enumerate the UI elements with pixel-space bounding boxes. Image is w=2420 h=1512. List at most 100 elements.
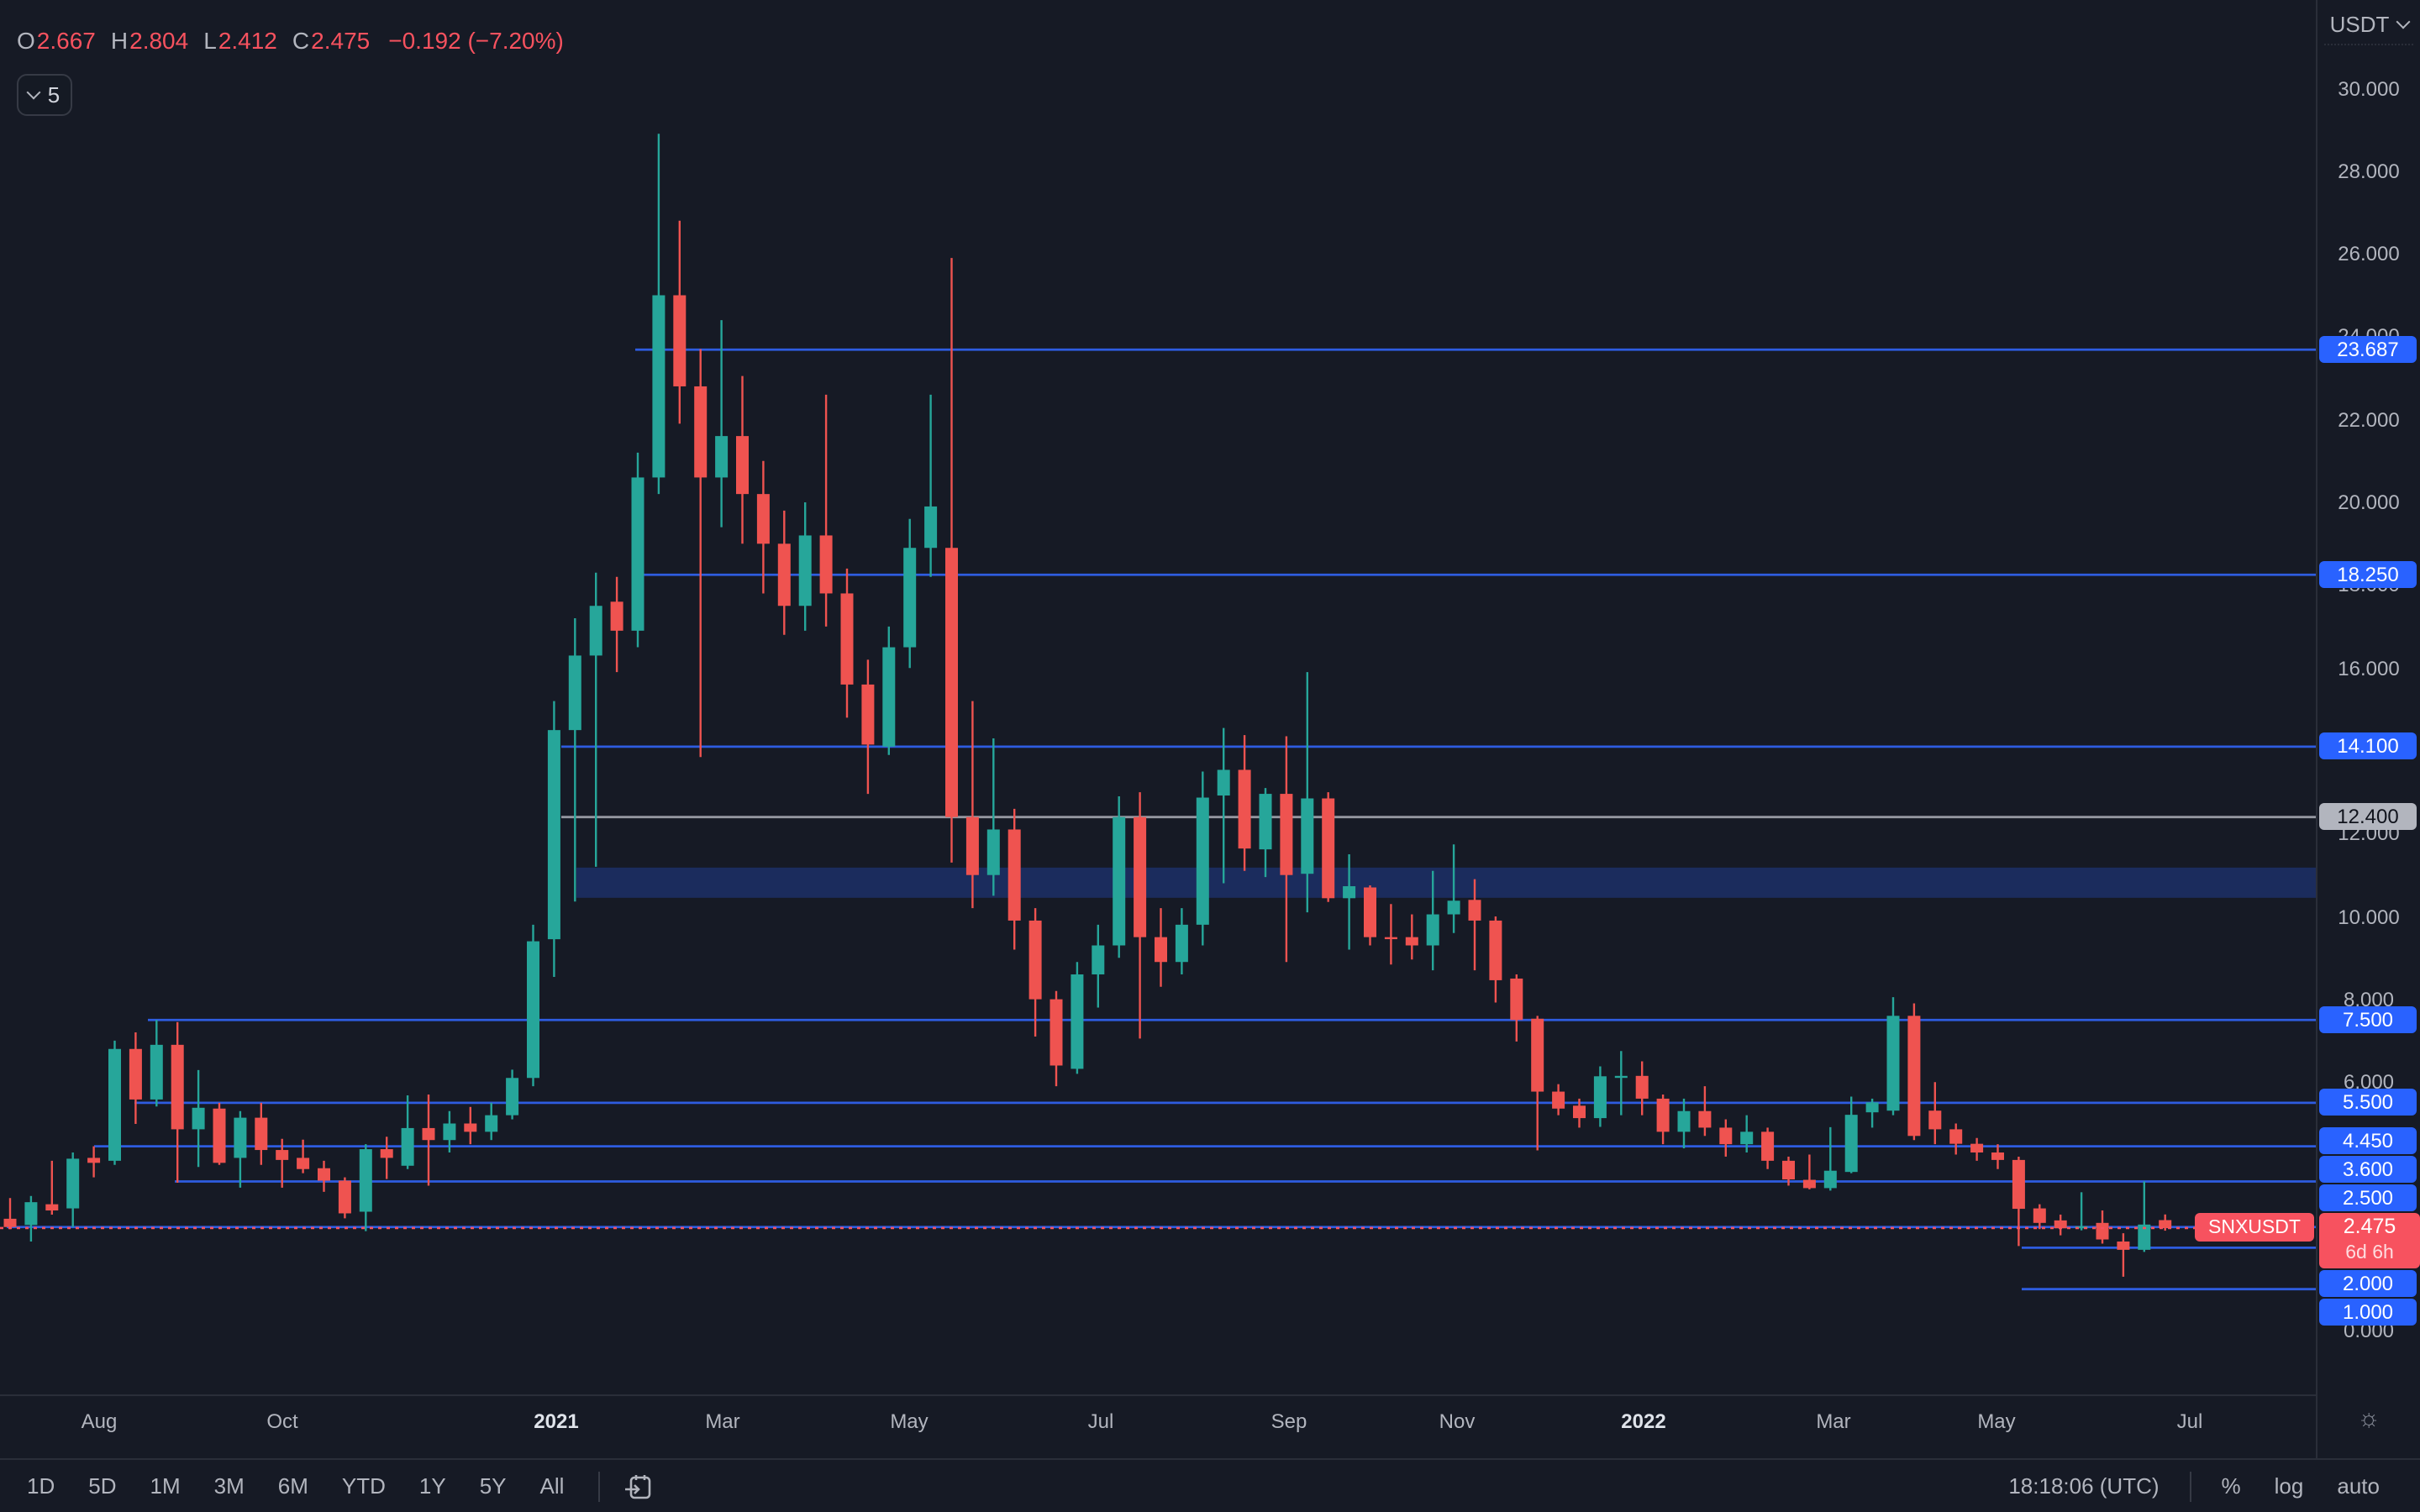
range-5y[interactable]: 5Y bbox=[479, 1473, 507, 1499]
range-5d[interactable]: 5D bbox=[88, 1473, 117, 1499]
auto-scale-toggle[interactable]: auto bbox=[2337, 1473, 2380, 1499]
level-price-chip-4.450[interactable]: 4.450 bbox=[2319, 1127, 2417, 1155]
bottom-toolbar: 1D 5D 1M 3M 6M YTD 1Y 5Y All 18:18:06 (U… bbox=[0, 1458, 2420, 1512]
price-zone-band[interactable] bbox=[576, 867, 2316, 898]
legend-open: O 2.667 bbox=[17, 27, 96, 54]
level-price-chip-18.250[interactable]: 18.250 bbox=[2319, 561, 2417, 589]
month-tick-label: Sep bbox=[1270, 1410, 1307, 1433]
candle-body bbox=[1677, 1110, 1691, 1132]
price-tick-label: 30.000 bbox=[2338, 76, 2400, 100]
candle-body bbox=[1405, 937, 1418, 946]
log-scale-toggle[interactable]: log bbox=[2274, 1473, 2304, 1499]
range-ytd[interactable]: YTD bbox=[341, 1473, 386, 1499]
level-price-chip-12.400[interactable]: 12.400 bbox=[2319, 803, 2417, 831]
range-1m[interactable]: 1M bbox=[150, 1473, 181, 1499]
settings-sun-icon[interactable]: ☼ bbox=[2357, 1404, 2381, 1433]
price-tick-label: 26.000 bbox=[2338, 242, 2400, 266]
candle-body bbox=[1740, 1131, 1754, 1145]
level-price-chip-2.500[interactable]: 2.500 bbox=[2319, 1184, 2417, 1212]
level-price-chip-7.500[interactable]: 7.500 bbox=[2319, 1006, 2417, 1034]
currency-selector[interactable]: USDT bbox=[2317, 12, 2420, 37]
candle-body bbox=[673, 295, 687, 386]
chevron-down-icon bbox=[27, 85, 42, 100]
level-price-chip-23.687[interactable]: 23.687 bbox=[2319, 336, 2417, 364]
candle-body bbox=[1928, 1110, 1942, 1130]
session-clock[interactable]: 18:18:06 (UTC) bbox=[2008, 1473, 2160, 1499]
level-price-chip-3.600[interactable]: 3.600 bbox=[2319, 1156, 2417, 1184]
price-tick-label: 22.000 bbox=[2338, 407, 2400, 432]
range-1d[interactable]: 1D bbox=[27, 1473, 55, 1499]
candle-body bbox=[798, 535, 812, 606]
candle-body bbox=[506, 1078, 519, 1116]
candle-body bbox=[87, 1158, 101, 1163]
month-tick-label: Mar bbox=[705, 1410, 740, 1433]
go-to-date-icon[interactable] bbox=[619, 1467, 656, 1504]
range-1y[interactable]: 1Y bbox=[418, 1473, 446, 1499]
candle-body bbox=[652, 295, 666, 478]
candle-body bbox=[1782, 1160, 1795, 1180]
candle-body bbox=[1426, 914, 1439, 946]
candle-body bbox=[1134, 816, 1147, 937]
price-axis[interactable]: USDT 2.475 6d 6h ☼ 30.00028.00026.00024.… bbox=[2316, 0, 2420, 1458]
candle-body bbox=[1280, 794, 1293, 875]
candle-body bbox=[1865, 1102, 1879, 1113]
month-tick-label: Jul bbox=[2176, 1410, 2203, 1433]
candle-body bbox=[150, 1044, 163, 1100]
candle-body bbox=[715, 436, 729, 478]
range-6m[interactable]: 6M bbox=[277, 1473, 308, 1499]
candle-body bbox=[861, 684, 875, 745]
legend-low: L 2.412 bbox=[203, 27, 277, 54]
interval-value: 5 bbox=[47, 82, 60, 108]
price-tick-label: 28.000 bbox=[2338, 159, 2400, 183]
candle-body bbox=[1823, 1170, 1837, 1189]
candle-body bbox=[1656, 1098, 1670, 1132]
candle-body bbox=[2096, 1222, 2109, 1240]
level-price-chip-1.000[interactable]: 1.000 bbox=[2319, 1299, 2417, 1326]
candle-body bbox=[1886, 1016, 1900, 1111]
candle-body bbox=[255, 1117, 268, 1151]
candle-body bbox=[66, 1158, 80, 1209]
axis-separator bbox=[2324, 44, 2413, 45]
candle-body bbox=[401, 1127, 414, 1166]
candle-body bbox=[1113, 816, 1126, 946]
candle-body bbox=[1698, 1110, 1712, 1128]
candle-body bbox=[171, 1044, 184, 1130]
chevron-down-icon bbox=[2395, 14, 2410, 29]
month-tick-label: Nov bbox=[1439, 1410, 1476, 1433]
candle-body bbox=[1196, 797, 1209, 925]
symbol-price-label[interactable]: SNXUSDT bbox=[2195, 1213, 2314, 1242]
percent-scale-toggle[interactable]: % bbox=[2221, 1473, 2241, 1499]
candle-body bbox=[777, 543, 791, 606]
candle-body bbox=[1844, 1115, 1858, 1173]
candle-body bbox=[1343, 886, 1356, 899]
toolbar-divider bbox=[2189, 1471, 2191, 1501]
candle-body bbox=[1510, 978, 1523, 1021]
interval-selector-button[interactable]: 5 bbox=[17, 74, 72, 116]
candle-body bbox=[1028, 920, 1042, 1000]
level-price-chip-2.000[interactable]: 2.000 bbox=[2319, 1270, 2417, 1298]
level-price-chip-14.100[interactable]: 14.100 bbox=[2319, 732, 2417, 760]
candle-body bbox=[359, 1149, 372, 1212]
candle-body bbox=[318, 1168, 330, 1181]
candle-body bbox=[297, 1158, 310, 1169]
candle-body bbox=[840, 593, 854, 685]
candle-body bbox=[568, 655, 581, 731]
candle-body bbox=[924, 506, 938, 549]
range-all[interactable]: All bbox=[539, 1473, 565, 1499]
candle-body bbox=[1155, 937, 1167, 963]
candle-body bbox=[192, 1107, 205, 1130]
candle-body bbox=[276, 1150, 289, 1160]
candle-body bbox=[1238, 769, 1251, 849]
candle-body bbox=[234, 1117, 247, 1158]
price-tick-label: 20.000 bbox=[2338, 491, 2400, 514]
candle-body bbox=[338, 1180, 351, 1214]
chart-canvas[interactable]: O 2.667 H 2.804 L 2.412 C 2.475 −0.192 (−7.2… bbox=[0, 0, 2316, 1394]
range-3m[interactable]: 3M bbox=[213, 1473, 245, 1499]
currency-label: USDT bbox=[2329, 12, 2390, 37]
candle-body bbox=[631, 477, 644, 631]
candle-body bbox=[610, 601, 623, 631]
candle-body bbox=[129, 1048, 142, 1100]
level-price-chip-5.500[interactable]: 5.500 bbox=[2319, 1089, 2417, 1116]
time-axis[interactable]: Aug Oct 2021 Mar May Jul Sep Nov 2022 Mar May Jul bbox=[0, 1394, 2316, 1458]
